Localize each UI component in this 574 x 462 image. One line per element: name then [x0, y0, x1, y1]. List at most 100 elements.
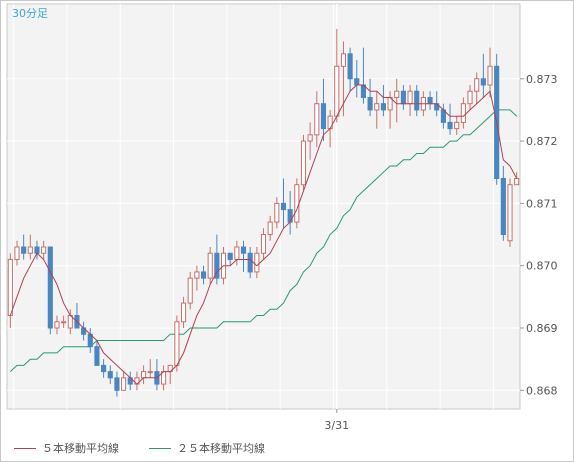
candle-body-5 — [41, 246, 47, 254]
candle-body-41 — [280, 202, 287, 211]
candle-73 — [494, 53, 500, 185]
legend-label-ma25: ２５本移動平均線 — [177, 442, 265, 455]
timeframe-label: 30分足 — [12, 7, 48, 20]
candle-8 — [61, 315, 67, 328]
y-axis-ticks: 0.873 0.872 0.871 0.870 0.869 0.868 — [520, 73, 558, 397]
candle-1 — [14, 240, 20, 266]
candle-44 — [300, 134, 307, 191]
legend-swatch-ma5 — [14, 447, 36, 449]
candle-6 — [47, 246, 53, 335]
candle-26 — [180, 296, 187, 328]
candle-body-58 — [394, 90, 400, 98]
candle-body-1 — [14, 246, 20, 260]
candle-body-71 — [480, 78, 486, 86]
candle-body-15 — [107, 371, 113, 379]
ma5-line — [9, 84, 518, 385]
candle-75 — [507, 178, 513, 247]
candle-body-33 — [227, 252, 233, 260]
candle-21 — [147, 359, 153, 378]
candle-31 — [214, 234, 220, 285]
candle-body-35 — [240, 246, 247, 254]
candle-body-72 — [487, 65, 493, 86]
candles — [7, 28, 520, 397]
candle-36 — [247, 247, 253, 279]
candle-body-20 — [141, 371, 147, 379]
candle-66 — [447, 103, 453, 135]
candle-body-76 — [514, 177, 520, 186]
candle-body-69 — [467, 90, 473, 105]
candle-70 — [474, 72, 480, 104]
candle-body-52 — [354, 78, 360, 86]
candle-body-28 — [194, 271, 200, 279]
candle-body-44 — [300, 140, 307, 186]
candle-7 — [54, 315, 60, 335]
candle-54 — [367, 78, 373, 117]
candle-body-27 — [187, 277, 193, 304]
candle-47 — [320, 78, 327, 142]
candle-29 — [200, 265, 207, 285]
y-tick-label-0: 0.873 — [526, 73, 558, 86]
candle-43 — [294, 178, 300, 229]
candle-body-30 — [207, 252, 213, 279]
candle-body-55 — [374, 103, 380, 111]
candle-28 — [194, 265, 200, 291]
candle-body-74 — [500, 177, 506, 236]
candle-38 — [260, 228, 267, 260]
candle-body-47 — [320, 103, 327, 130]
candle-body-14 — [101, 364, 107, 373]
candle-35 — [240, 240, 247, 272]
candle-body-17 — [121, 377, 127, 391]
candle-body-7 — [54, 321, 60, 329]
candle-body-34 — [234, 246, 240, 260]
x-tick-label-0: 3/31 — [324, 419, 349, 432]
candle-55 — [374, 91, 380, 129]
candle-body-37 — [254, 252, 260, 273]
legend-label-ma5: ５本移動平均線 — [42, 442, 119, 455]
candle-body-2 — [21, 246, 27, 254]
candle-body-68 — [460, 103, 466, 123]
horizontal-gridlines — [7, 78, 520, 391]
candle-body-66 — [447, 121, 453, 130]
candle-body-70 — [474, 78, 480, 92]
candle-body-0 — [7, 258, 13, 317]
legend: ５本移動平均線 ２５本移動平均線 — [14, 440, 295, 456]
candle-body-45 — [307, 134, 313, 142]
legend-item-ma5: ５本移動平均線 — [14, 440, 119, 456]
y-tick-label-3: 0.870 — [526, 260, 558, 273]
candle-body-60 — [407, 90, 413, 105]
candle-72 — [487, 47, 493, 98]
candle-16 — [114, 371, 120, 397]
candle-58 — [394, 78, 400, 123]
candle-body-39 — [267, 221, 273, 236]
candle-body-51 — [347, 53, 353, 80]
candle-body-25 — [174, 321, 180, 366]
candle-body-49 — [334, 65, 340, 117]
candle-body-67 — [454, 121, 460, 130]
candle-body-61 — [414, 90, 420, 111]
candle-3 — [27, 234, 33, 260]
candle-5 — [41, 240, 47, 260]
candle-37 — [254, 247, 260, 279]
candle-46 — [314, 91, 320, 148]
candle-13 — [94, 340, 100, 366]
candle-74 — [500, 166, 506, 241]
candle-51 — [347, 47, 353, 92]
candle-15 — [107, 365, 113, 385]
candle-39 — [267, 215, 273, 241]
candle-body-13 — [94, 346, 100, 366]
candle-body-29 — [200, 271, 207, 279]
candle-body-4 — [34, 246, 40, 254]
candle-45 — [307, 122, 313, 160]
legend-swatch-ma25 — [149, 447, 171, 449]
candle-0 — [7, 253, 13, 328]
y-tick-label-1: 0.872 — [526, 135, 558, 148]
x-axis-ticks: 3/31 — [324, 409, 349, 432]
candle-69 — [467, 85, 473, 110]
candle-body-21 — [147, 371, 153, 374]
candle-56 — [380, 85, 386, 117]
candle-2 — [21, 234, 27, 260]
candle-body-31 — [214, 252, 220, 279]
candle-body-8 — [61, 321, 67, 324]
candle-71 — [480, 53, 486, 98]
